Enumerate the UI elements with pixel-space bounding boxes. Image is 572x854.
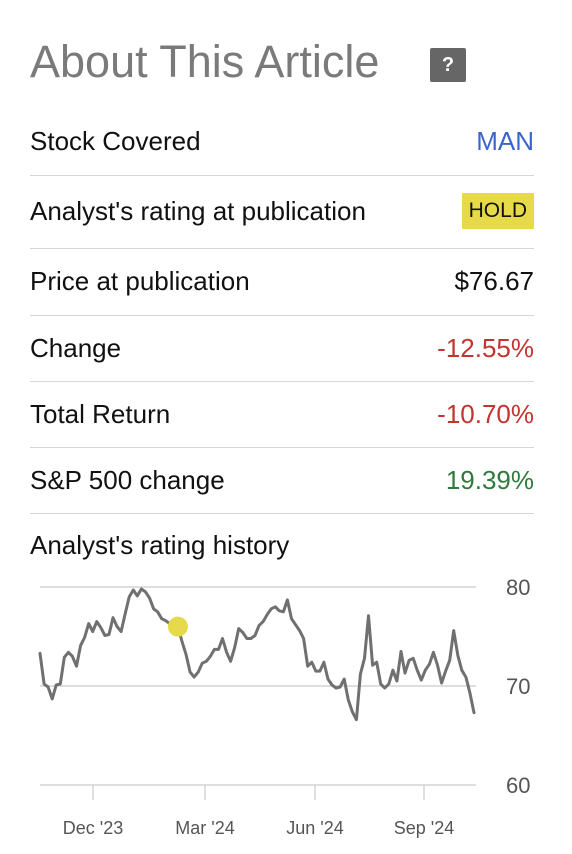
row-total-return: Total Return -10.70% bbox=[30, 382, 534, 448]
rating-history-label: Analyst's rating history bbox=[30, 530, 290, 560]
sp500-value: 19.39% bbox=[445, 465, 534, 495]
x-tick-label: Mar '24 bbox=[175, 818, 234, 838]
rating-badge: HOLD bbox=[461, 193, 534, 229]
x-tick-label: Dec '23 bbox=[63, 818, 123, 838]
y-axis-ticks: 80 70 60 bbox=[506, 575, 530, 798]
sp500-label: S&P 500 change bbox=[30, 465, 225, 495]
rating-marker[interactable] bbox=[167, 616, 188, 637]
page-title: About This Article bbox=[30, 36, 380, 87]
y-tick-label: 70 bbox=[506, 674, 530, 699]
article-header: About This Article ? bbox=[30, 34, 534, 94]
total-return-label: Total Return bbox=[30, 399, 171, 429]
change-value: -12.55% bbox=[437, 333, 534, 363]
row-rating: Analyst's rating at publication HOLD bbox=[30, 176, 534, 249]
x-axis-ticks: Dec '23 Mar '24 Jun '24 Sep '24 bbox=[63, 785, 454, 838]
row-change: Change -12.55% bbox=[30, 316, 534, 382]
row-stock-covered: Stock Covered MAN bbox=[30, 108, 534, 176]
total-return-value: -10.70% bbox=[437, 399, 534, 429]
row-sp500: S&P 500 change 19.39% bbox=[30, 448, 534, 514]
help-icon[interactable]: ? bbox=[430, 48, 466, 82]
x-tick-label: Sep '24 bbox=[394, 818, 455, 838]
rating-markers bbox=[167, 616, 188, 637]
row-price: Price at publication $76.67 bbox=[30, 249, 534, 316]
stock-covered-label: Stock Covered bbox=[30, 126, 201, 156]
price-value: $76.67 bbox=[454, 266, 534, 296]
price-line bbox=[38, 587, 476, 722]
x-tick-label: Jun '24 bbox=[286, 818, 343, 838]
rating-history-chart: 80 70 60 Dec '23 Mar '24 Jun '24 Sep '24 bbox=[38, 575, 530, 838]
change-label: Change bbox=[30, 333, 122, 363]
rating-label: Analyst's rating at publication bbox=[30, 196, 366, 226]
chart-grid bbox=[40, 586, 476, 786]
y-tick-label: 80 bbox=[506, 575, 530, 600]
y-tick-label: 60 bbox=[506, 773, 530, 798]
stock-ticker-link[interactable]: MAN bbox=[476, 126, 534, 156]
price-label: Price at publication bbox=[30, 266, 250, 296]
